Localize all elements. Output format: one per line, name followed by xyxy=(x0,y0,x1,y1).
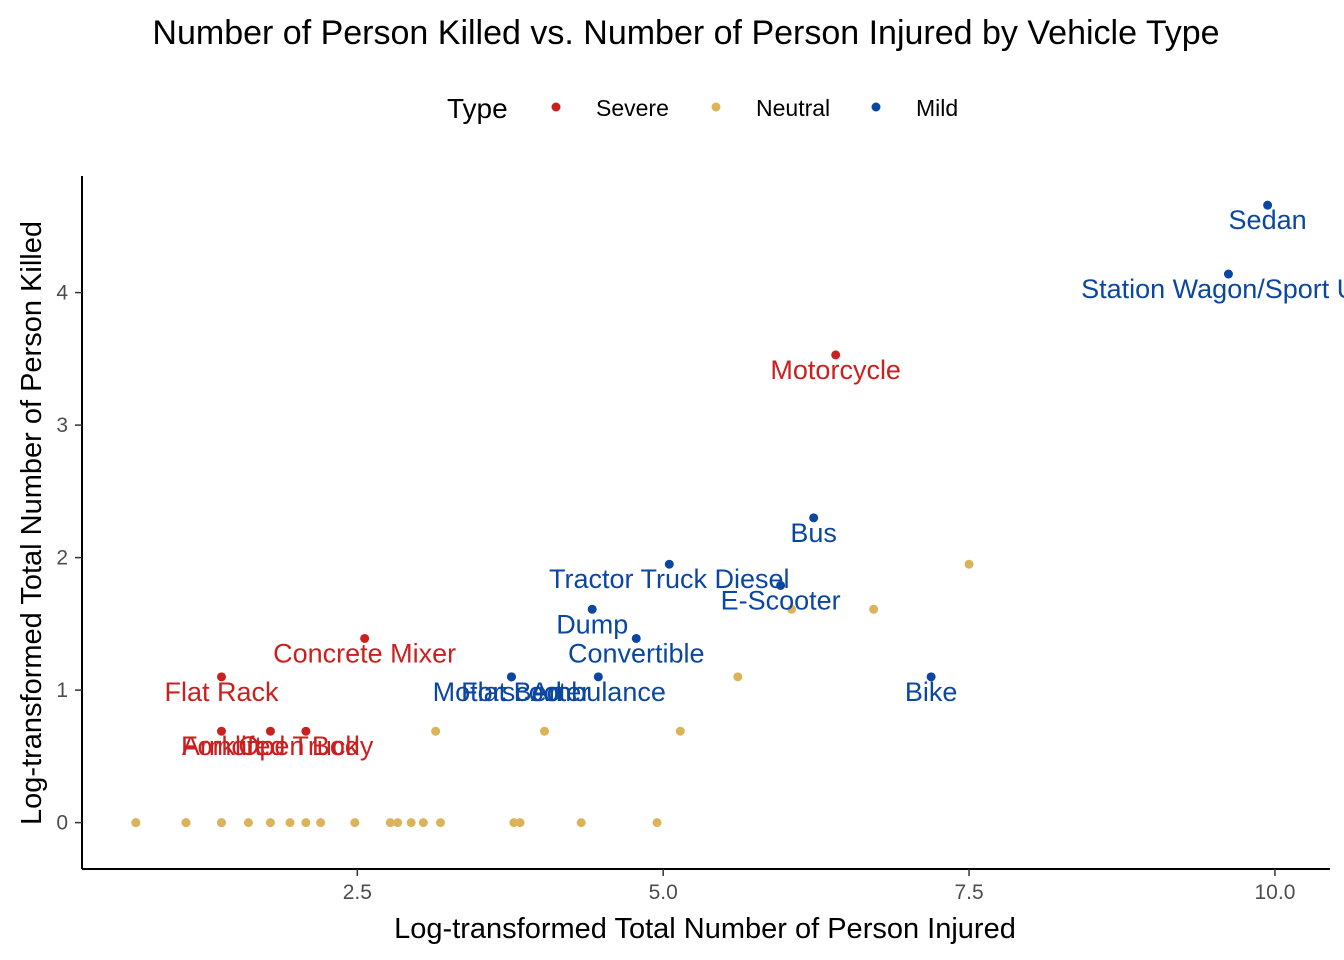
x-axis-title: Log-transformed Total Number of Person I… xyxy=(394,913,1016,945)
chart-title: Number of Person Killed vs. Number of Pe… xyxy=(152,14,1219,52)
point-neutral xyxy=(385,818,395,828)
point-neutral xyxy=(515,818,525,828)
point-mild xyxy=(664,559,674,569)
y-tick-label: 4 xyxy=(56,282,68,305)
point-mild xyxy=(809,513,819,523)
point-mild xyxy=(506,672,516,682)
point-neutral xyxy=(243,818,253,828)
point-label: Open Body xyxy=(238,731,374,761)
point-mild xyxy=(593,672,603,682)
point-severe xyxy=(360,633,370,643)
point-neutral xyxy=(350,818,360,828)
y-axis-title: Log-transformed Total Number of Person K… xyxy=(16,221,48,825)
point-mild xyxy=(631,633,641,643)
point-severe xyxy=(216,726,226,736)
y-tick-label: 3 xyxy=(56,414,68,437)
point-neutral xyxy=(431,726,441,736)
point-label: Armored Truck xyxy=(182,731,360,761)
point-label: Sedan xyxy=(1229,205,1307,235)
point-label: E-Scooter xyxy=(721,585,841,615)
point-neutral xyxy=(301,818,311,828)
x-tick-label: 10.0 xyxy=(1255,881,1296,904)
point-neutral xyxy=(406,818,416,828)
point-neutral xyxy=(539,726,549,736)
point-mild xyxy=(776,580,786,590)
point-label: Forklift xyxy=(181,731,262,761)
legend: Type Severe Neutral Mild xyxy=(447,93,958,124)
point-neutral xyxy=(265,818,275,828)
point-mild xyxy=(926,672,936,682)
point-label: Motorcycle xyxy=(770,355,901,385)
point-label: Dump xyxy=(556,609,628,639)
point-neutral xyxy=(131,818,141,828)
legend-key-severe xyxy=(551,102,561,112)
legend-label-mild: Mild xyxy=(916,95,958,121)
legend-key-neutral xyxy=(711,102,721,112)
point-neutral xyxy=(435,818,445,828)
point-severe xyxy=(301,726,311,736)
point-severe xyxy=(216,672,226,682)
point-severe xyxy=(265,726,275,736)
point-neutral xyxy=(869,604,879,614)
plot-area: 2.5 5.0 7.5 10.0 0 1 2 3 4 Motorcycle Concrete M… xyxy=(56,176,1344,904)
point-label: Station Wagon/Sport Util xyxy=(1081,274,1344,304)
point-label: Ambulance xyxy=(531,677,666,707)
point-neutral xyxy=(285,818,295,828)
point-label: Bus xyxy=(790,518,837,548)
legend-key-mild xyxy=(871,102,881,112)
legend-label-neutral: Neutral xyxy=(756,95,830,121)
point-neutral xyxy=(675,726,685,736)
legend-label-severe: Severe xyxy=(596,95,669,121)
point-mild xyxy=(1263,200,1273,210)
point-label: Motorscooter xyxy=(433,677,591,707)
point-neutral xyxy=(216,818,226,828)
y-tick-label: 0 xyxy=(56,812,68,835)
point-neutral xyxy=(393,818,403,828)
x-tick-label: 7.5 xyxy=(954,881,983,904)
point-label: Flat Rack xyxy=(164,677,279,707)
y-tick-label: 2 xyxy=(56,547,68,570)
point-label: Tractor Truck Diesel xyxy=(549,564,790,594)
point-neutral xyxy=(787,604,797,614)
point-neutral xyxy=(964,559,974,569)
y-tick-label: 1 xyxy=(56,679,68,702)
point-neutral xyxy=(316,818,326,828)
point-neutral xyxy=(733,672,743,682)
point-neutral xyxy=(652,818,662,828)
point-neutral xyxy=(576,818,586,828)
point-label: Flat Bed xyxy=(461,677,562,707)
point-neutral xyxy=(181,818,191,828)
point-mild xyxy=(587,604,597,614)
point-label: Concrete Mixer xyxy=(273,638,456,668)
point-label: Bike xyxy=(905,677,958,707)
point-mild xyxy=(1223,269,1233,279)
x-tick-label: 5.0 xyxy=(649,881,678,904)
legend-title: Type xyxy=(447,93,508,124)
point-severe xyxy=(831,350,841,360)
point-neutral xyxy=(418,818,428,828)
point-label: Convertible xyxy=(568,638,705,668)
x-tick-label: 2.5 xyxy=(343,881,372,904)
